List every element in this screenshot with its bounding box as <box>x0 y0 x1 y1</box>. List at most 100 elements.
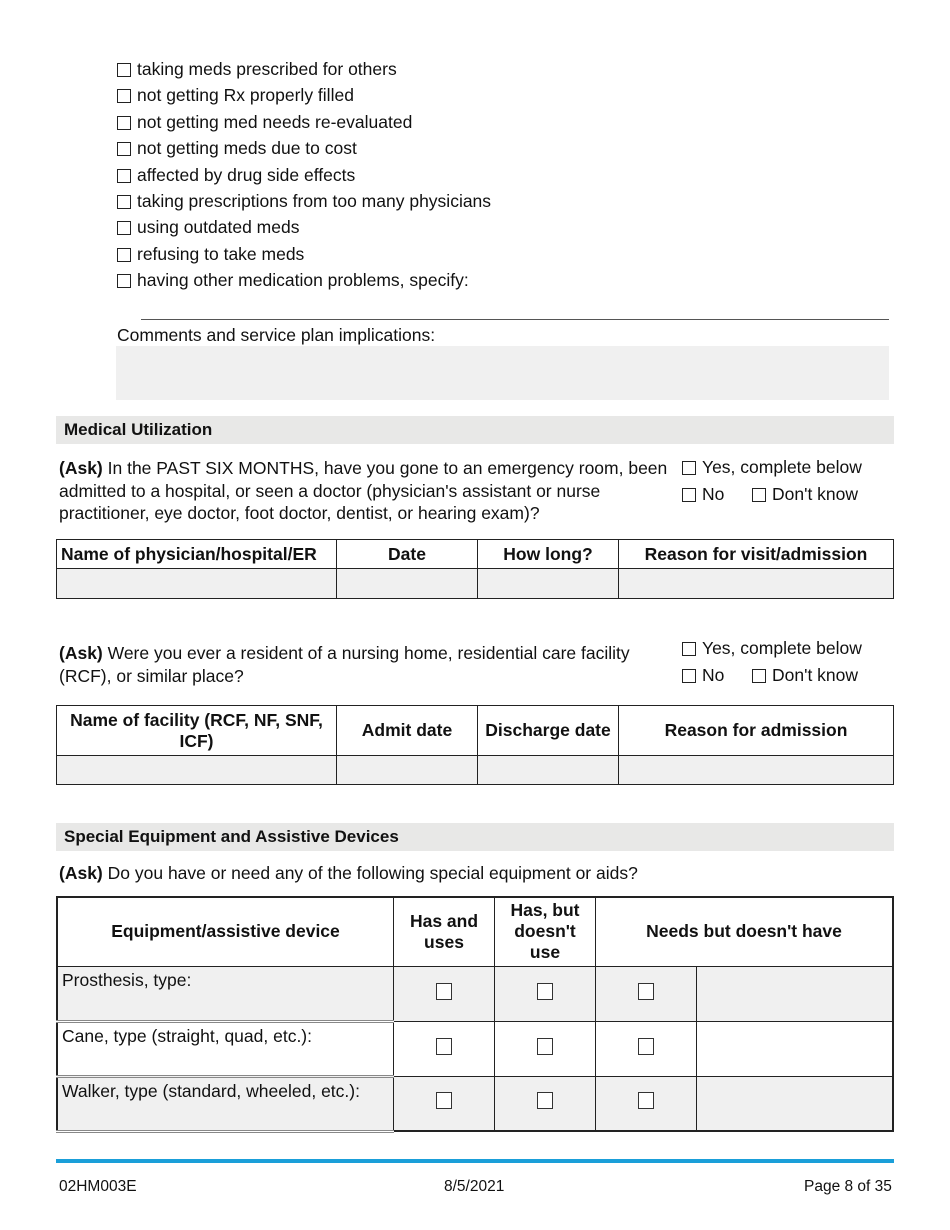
medication-problem-item[interactable]: refusing to take meds <box>117 244 304 265</box>
facility-name-field[interactable] <box>56 755 337 785</box>
checkbox[interactable] <box>117 247 131 262</box>
facility-table: Name of facility (RCF, NF, SNF, ICF) Adm… <box>56 705 894 785</box>
item-label: using outdated meds <box>137 217 300 238</box>
checkbox[interactable] <box>117 274 131 289</box>
checkbox-cell <box>494 965 596 1022</box>
q1-dont-know-option[interactable]: Don't know <box>752 484 858 505</box>
option-label: Don't know <box>772 665 859 685</box>
checkbox[interactable] <box>537 1037 553 1055</box>
admission-reason-field[interactable] <box>618 755 894 785</box>
checkbox-cell <box>494 1020 596 1077</box>
checkbox[interactable] <box>752 669 766 683</box>
item-label: affected by drug side effects <box>137 164 356 185</box>
checkbox[interactable] <box>117 195 131 209</box>
checkbox-cell <box>595 1075 697 1132</box>
medication-problem-item[interactable]: using outdated meds <box>117 217 299 238</box>
needs-notes-field[interactable] <box>696 1020 894 1077</box>
device-label[interactable]: Prosthesis, type: <box>56 965 394 1023</box>
checkbox[interactable] <box>117 63 131 77</box>
checkbox[interactable] <box>117 168 131 183</box>
admit-date-field[interactable] <box>336 755 478 785</box>
physician-name-field[interactable] <box>56 568 337 599</box>
checkbox[interactable] <box>682 669 696 683</box>
how-long-field[interactable] <box>477 568 619 599</box>
equipment-row: Cane, type (straight, quad, etc.): <box>56 1020 894 1078</box>
checkbox[interactable] <box>436 1037 452 1055</box>
checkbox[interactable] <box>117 89 131 104</box>
equipment-row: Walker, type (standard, wheeled, etc.): <box>56 1075 894 1133</box>
q1-yes-option[interactable]: Yes, complete below <box>682 457 862 478</box>
section-header-special-equipment: Special Equipment and Assistive Devices <box>56 823 894 851</box>
checkbox[interactable] <box>537 1092 553 1110</box>
checkbox[interactable] <box>682 488 696 502</box>
device-label[interactable]: Walker, type (standard, wheeled, etc.): <box>56 1075 394 1133</box>
checkbox[interactable] <box>117 221 131 236</box>
column-header: Equipment/assistive device <box>56 896 394 967</box>
needs-notes-field[interactable] <box>696 965 894 1022</box>
medication-problem-item[interactable]: not getting med needs re-evaluated <box>117 112 412 133</box>
item-label: taking meds prescribed for others <box>137 59 397 79</box>
checkbox-cell <box>393 1075 495 1132</box>
option-label: Yes, complete below <box>702 638 862 658</box>
medication-problem-item[interactable]: taking prescriptions from too many physi… <box>117 191 491 212</box>
medication-problem-item[interactable]: having other medication problems, specif… <box>117 270 469 291</box>
option-label: Don't know <box>772 484 859 504</box>
column-header: Has, but doesn't use <box>494 896 596 967</box>
question-special-equipment: (Ask) Do you have or need any of the fol… <box>59 862 638 885</box>
checkbox[interactable] <box>117 142 131 157</box>
item-label: refusing to take meds <box>137 243 305 264</box>
column-header: Reason for admission <box>618 705 894 756</box>
checkbox-cell <box>595 965 697 1022</box>
comments-field[interactable] <box>116 346 889 400</box>
medication-problem-item[interactable]: taking meds prescribed for others <box>117 59 397 80</box>
column-header: Admit date <box>336 705 478 756</box>
column-header: Date <box>336 539 478 569</box>
checkbox[interactable] <box>436 1092 452 1110</box>
page-number: Page 8 of 35 <box>804 1178 892 1195</box>
comments-label: Comments and service plan implications: <box>117 325 436 345</box>
discharge-date-field[interactable] <box>477 755 619 785</box>
column-header: Has and uses <box>393 896 495 967</box>
checkbox[interactable] <box>682 461 696 475</box>
column-header: Name of facility (RCF, NF, SNF, ICF) <box>56 705 337 756</box>
checkbox-cell <box>393 965 495 1022</box>
q2-yes-option[interactable]: Yes, complete below <box>682 638 862 659</box>
checkbox[interactable] <box>638 1037 654 1055</box>
device-label[interactable]: Cane, type (straight, quad, etc.): <box>56 1020 394 1078</box>
ask-label: (Ask) <box>59 863 103 883</box>
checkbox[interactable] <box>638 1092 654 1110</box>
item-label: not getting meds due to cost <box>137 138 357 159</box>
question-text: In the PAST SIX MONTHS, have you gone to… <box>59 458 668 523</box>
ask-label: (Ask) <box>59 643 103 663</box>
reason-field[interactable] <box>618 568 894 599</box>
checkbox[interactable] <box>752 488 766 502</box>
checkbox[interactable] <box>537 982 553 1000</box>
q1-no-option[interactable]: No <box>682 484 724 505</box>
column-header: How long? <box>477 539 619 569</box>
specify-line <box>141 319 889 320</box>
medication-problem-item[interactable]: affected by drug side effects <box>117 165 355 186</box>
ask-label: (Ask) <box>59 458 103 478</box>
question-text: Do you have or need any of the following… <box>102 863 638 883</box>
checkbox-cell <box>393 1020 495 1077</box>
q2-no-option[interactable]: No <box>682 665 724 686</box>
checkbox[interactable] <box>436 982 452 1000</box>
form-id: 02HM003E <box>59 1178 137 1195</box>
checkbox-cell <box>595 1020 697 1077</box>
medication-problem-item[interactable]: not getting meds due to cost <box>117 138 357 159</box>
question-text: Were you ever a resident of a nursing ho… <box>59 643 630 686</box>
footer-rule <box>56 1159 894 1163</box>
checkbox[interactable] <box>638 982 654 1000</box>
question-nursing-home: (Ask) Were you ever a resident of a nurs… <box>59 642 674 687</box>
date-field[interactable] <box>336 568 478 599</box>
q2-dont-know-option[interactable]: Don't know <box>752 665 858 686</box>
column-header: Name of physician/hospital/ER <box>56 539 337 569</box>
needs-notes-field[interactable] <box>696 1075 894 1132</box>
medication-problem-item[interactable]: not getting Rx properly filled <box>117 85 354 106</box>
item-label: having other medication problems, specif… <box>137 270 469 291</box>
checkbox[interactable] <box>117 115 131 130</box>
section-header-medical-utilization: Medical Utilization <box>56 416 894 444</box>
option-label: No <box>702 484 725 504</box>
checkbox[interactable] <box>682 642 696 656</box>
